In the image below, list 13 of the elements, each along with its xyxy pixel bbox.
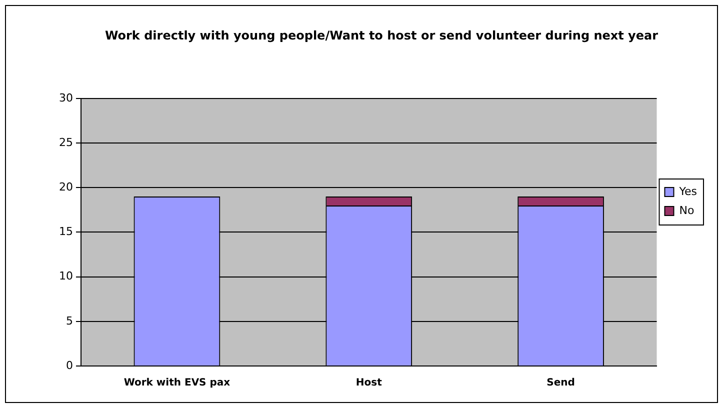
legend-label: No xyxy=(679,204,694,217)
x-tick-label: Work with EVS pax xyxy=(124,378,231,389)
y-tick-label: 20 xyxy=(58,180,73,194)
y-tick-label: 15 xyxy=(58,225,73,238)
x-tick-label: Host xyxy=(356,378,382,389)
y-tick-label: 10 xyxy=(58,270,73,283)
y-tick-label: 30 xyxy=(58,91,73,104)
y-tick-label: 5 xyxy=(66,314,73,328)
y-tick-label: 0 xyxy=(66,358,73,372)
chart-title: Work directly with young people/Want to host or send volunteer during next year xyxy=(104,28,658,42)
y-tick-label: 25 xyxy=(58,136,73,149)
x-tick-label: Send xyxy=(546,378,575,389)
legend-label: Yes xyxy=(678,184,698,198)
